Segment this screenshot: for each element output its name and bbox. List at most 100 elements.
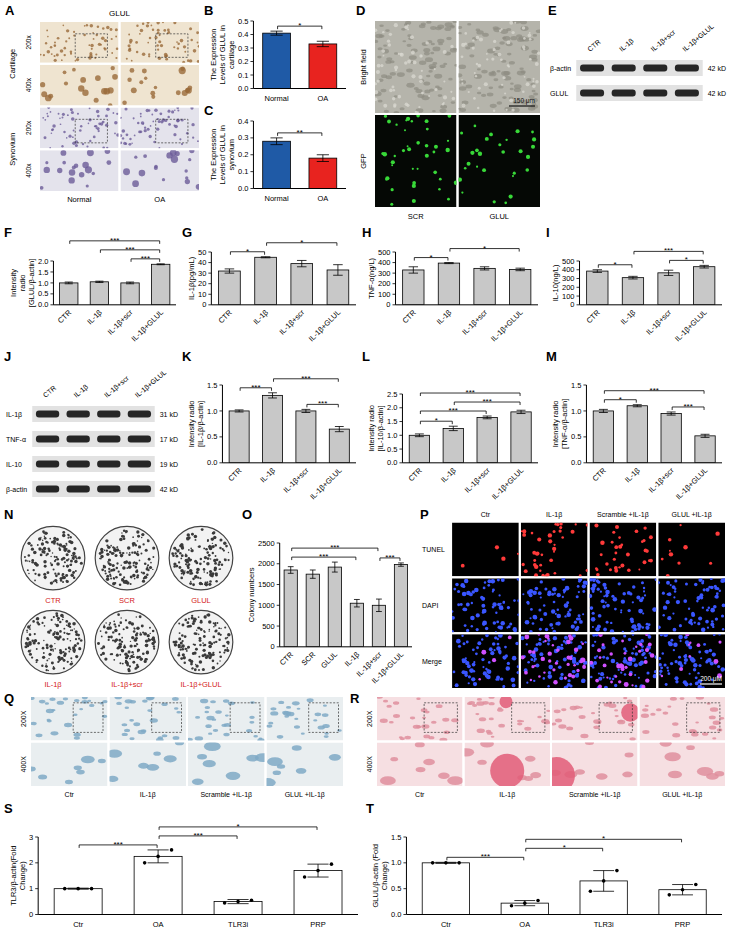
image-detail: [450, 45, 453, 48]
colony: [141, 533, 144, 536]
error-bar: [415, 434, 424, 437]
image-detail: [149, 135, 152, 138]
colony: [144, 562, 147, 565]
colony: [144, 658, 146, 660]
colony: [116, 546, 118, 548]
colony: [216, 558, 219, 561]
image-detail: [147, 128, 150, 131]
image-detail: [461, 82, 463, 84]
colony: [66, 625, 68, 627]
colony: [109, 624, 111, 626]
image-detail: [177, 42, 180, 45]
image-detail: [158, 40, 161, 43]
image-detail: [87, 150, 94, 156]
image-detail: [46, 113, 48, 115]
colony: [61, 558, 64, 561]
colony: [45, 663, 46, 664]
colony: [55, 580, 57, 582]
image-detail: [57, 168, 62, 173]
colony: [196, 630, 197, 631]
colony: [60, 657, 63, 660]
colony: [145, 644, 149, 648]
significance-label: ***: [466, 388, 475, 397]
colony: [107, 561, 109, 563]
image-detail: [376, 70, 380, 74]
colony: [205, 548, 208, 551]
image-detail: [406, 69, 413, 73]
colony: [202, 649, 205, 652]
colony: [228, 552, 229, 553]
y-axis-title: IL-1β(pg/mL): [187, 256, 196, 300]
colony: [136, 643, 138, 645]
colony: [119, 662, 121, 664]
x-axis: [402, 462, 538, 463]
column-label: GLUL: [489, 212, 509, 221]
y-tick: [577, 278, 580, 279]
significance-label: ***: [481, 852, 490, 861]
image-detail: [459, 178, 463, 182]
image-detail: [522, 26, 526, 30]
x-tick-label: IL-1β: [258, 465, 277, 484]
image-detail: [181, 143, 183, 145]
colony: [175, 549, 177, 551]
image-detail: [90, 44, 94, 48]
image-detail: [73, 31, 75, 33]
plot-marks: [403, 263, 531, 305]
colony: [189, 582, 192, 585]
image-detail: [418, 106, 420, 108]
image-detail: [106, 160, 111, 165]
image-detail: [140, 116, 142, 118]
blot-band: [97, 411, 120, 418]
image-detail: [487, 93, 494, 97]
colony: [36, 617, 39, 620]
colony: [100, 558, 102, 560]
colony: [124, 646, 126, 648]
colony: [48, 670, 49, 671]
colony: [56, 558, 59, 561]
colony: [135, 639, 137, 641]
colony: [72, 552, 76, 556]
colony: [121, 649, 124, 652]
image-detail: [473, 97, 476, 100]
image-detail: [438, 188, 441, 191]
colony: [119, 550, 121, 552]
colony: [29, 628, 31, 630]
image-detail: [397, 72, 405, 77]
colony: [59, 621, 61, 623]
image-detail: [160, 44, 163, 47]
colony: [59, 577, 62, 580]
image-detail: [381, 49, 389, 54]
image-detail: [82, 162, 89, 169]
image-detail: [486, 58, 488, 60]
colony: [43, 573, 46, 576]
image-detail: [407, 147, 411, 151]
image-detail: [448, 78, 453, 81]
image-detail: [392, 97, 395, 100]
colony: [138, 545, 141, 548]
image-detail: [123, 142, 126, 145]
image-detail: [493, 27, 501, 32]
y-tick-label: 20: [198, 279, 206, 288]
colony: [224, 559, 227, 562]
colony: [103, 565, 106, 568]
image-detail: [142, 53, 146, 57]
bar: [229, 411, 249, 463]
image-detail: [86, 24, 88, 26]
colony: [60, 614, 64, 618]
image-detail: [428, 70, 432, 73]
image-detail: [121, 134, 123, 137]
colony: [123, 535, 125, 537]
colony: [32, 620, 35, 623]
colony: [137, 651, 139, 653]
image-detail: [147, 22, 150, 24]
colony: [56, 538, 59, 541]
x-axis: [580, 304, 722, 305]
image-detail: [488, 86, 493, 89]
data-point: [76, 887, 80, 891]
y-axis: [222, 385, 223, 463]
row-label: Cartilage: [8, 49, 17, 79]
y-axis-title: The ExpressionLevels of GLUL incartilage: [209, 25, 236, 84]
colony: [211, 538, 213, 540]
plot-marks: [593, 405, 715, 463]
x-tick-label: IL-1β: [251, 307, 270, 326]
